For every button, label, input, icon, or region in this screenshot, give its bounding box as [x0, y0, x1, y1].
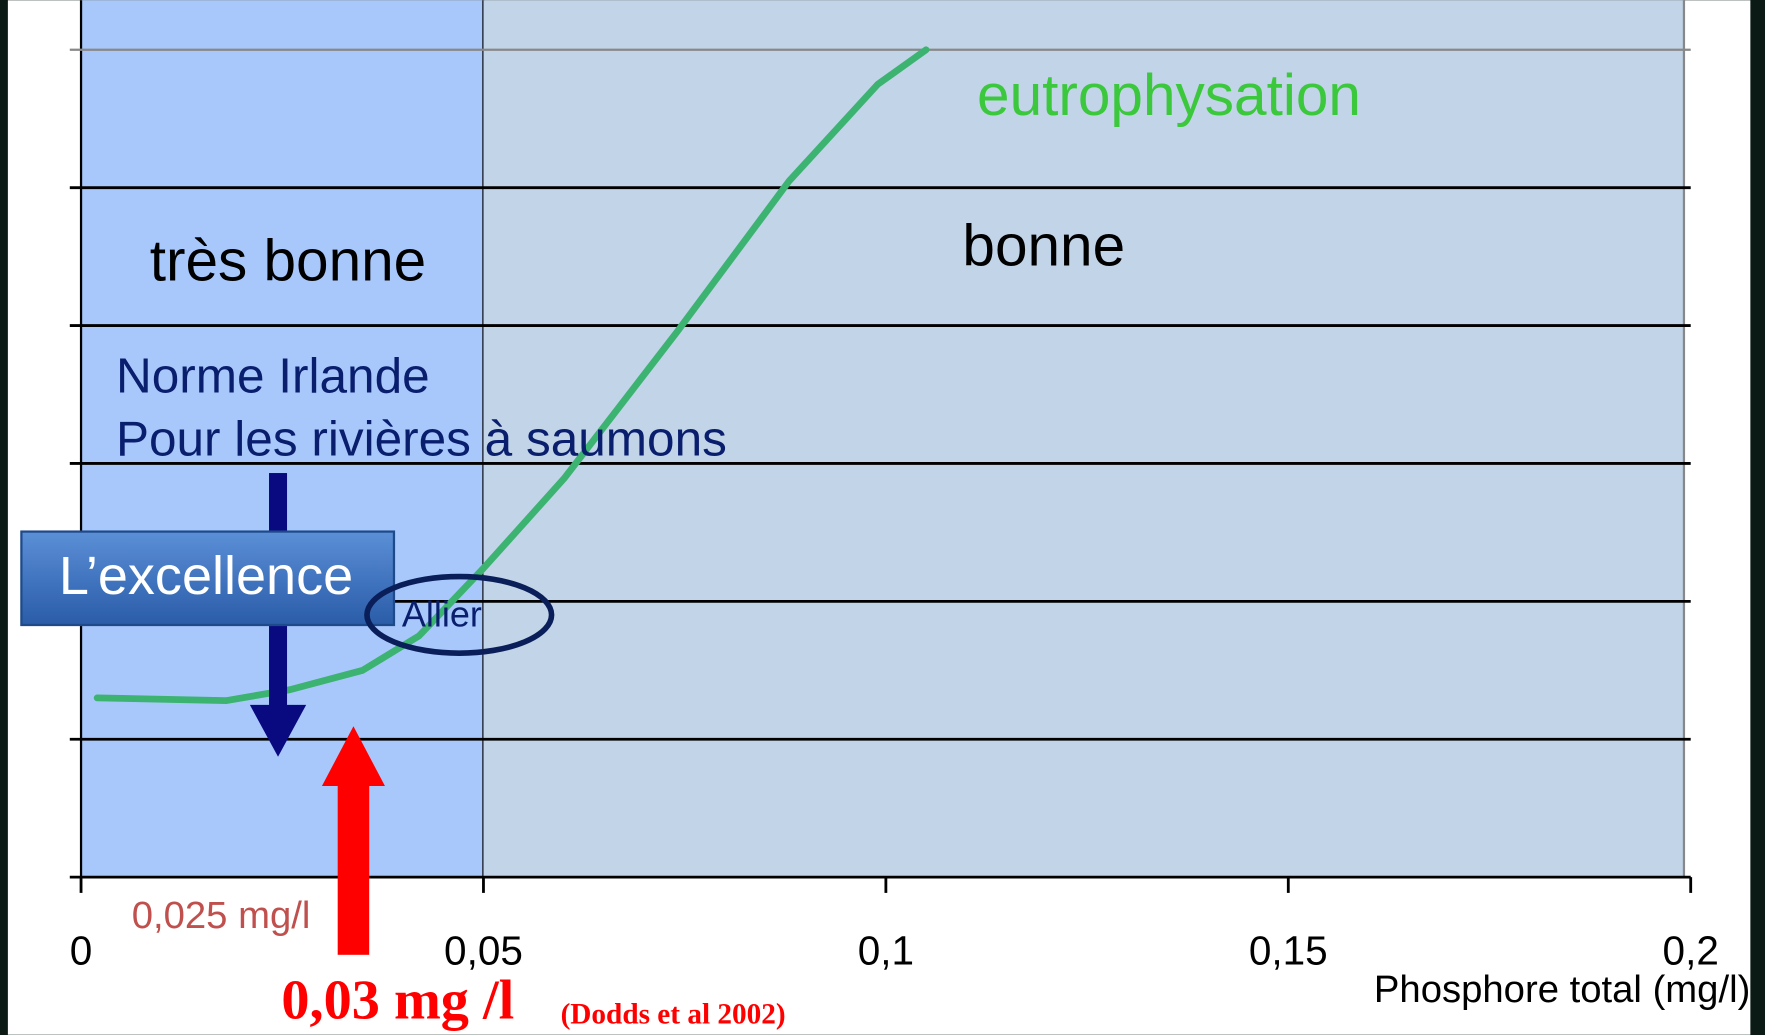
- annotation: L’excellence: [59, 546, 353, 606]
- excellence-box: [20, 530, 396, 627]
- annotation: 0,025 mg/l: [132, 894, 311, 937]
- region: [483, 0, 1684, 878]
- region-label: bonne: [962, 214, 1125, 279]
- arrow-head: [321, 726, 385, 786]
- region-label: très bonne: [150, 228, 427, 293]
- annotation: Norme Irlande: [116, 349, 430, 404]
- series-line: [93, 46, 930, 705]
- ellipse: [364, 573, 555, 656]
- annotation: Pour les rivières à saumons: [116, 412, 727, 467]
- x-tick-label: 0: [70, 927, 93, 973]
- arrow-head: [249, 704, 307, 757]
- x-tick-label: 0,05: [444, 927, 523, 973]
- annotation: Allier: [402, 594, 482, 635]
- x-tick-label: 0,2: [1663, 927, 1719, 973]
- x-axis-label: Phosphore total (mg/l): [1374, 968, 1750, 1011]
- legend-label: eutrophysation: [977, 63, 1361, 128]
- x-tick-label: 0,1: [858, 927, 914, 973]
- x-tick-label: 0,15: [1249, 927, 1328, 973]
- annotation: (Dodds et al 2002): [561, 998, 786, 1030]
- annotation: 0,03 mg /l: [281, 969, 514, 1031]
- arrow-shaft: [337, 782, 370, 955]
